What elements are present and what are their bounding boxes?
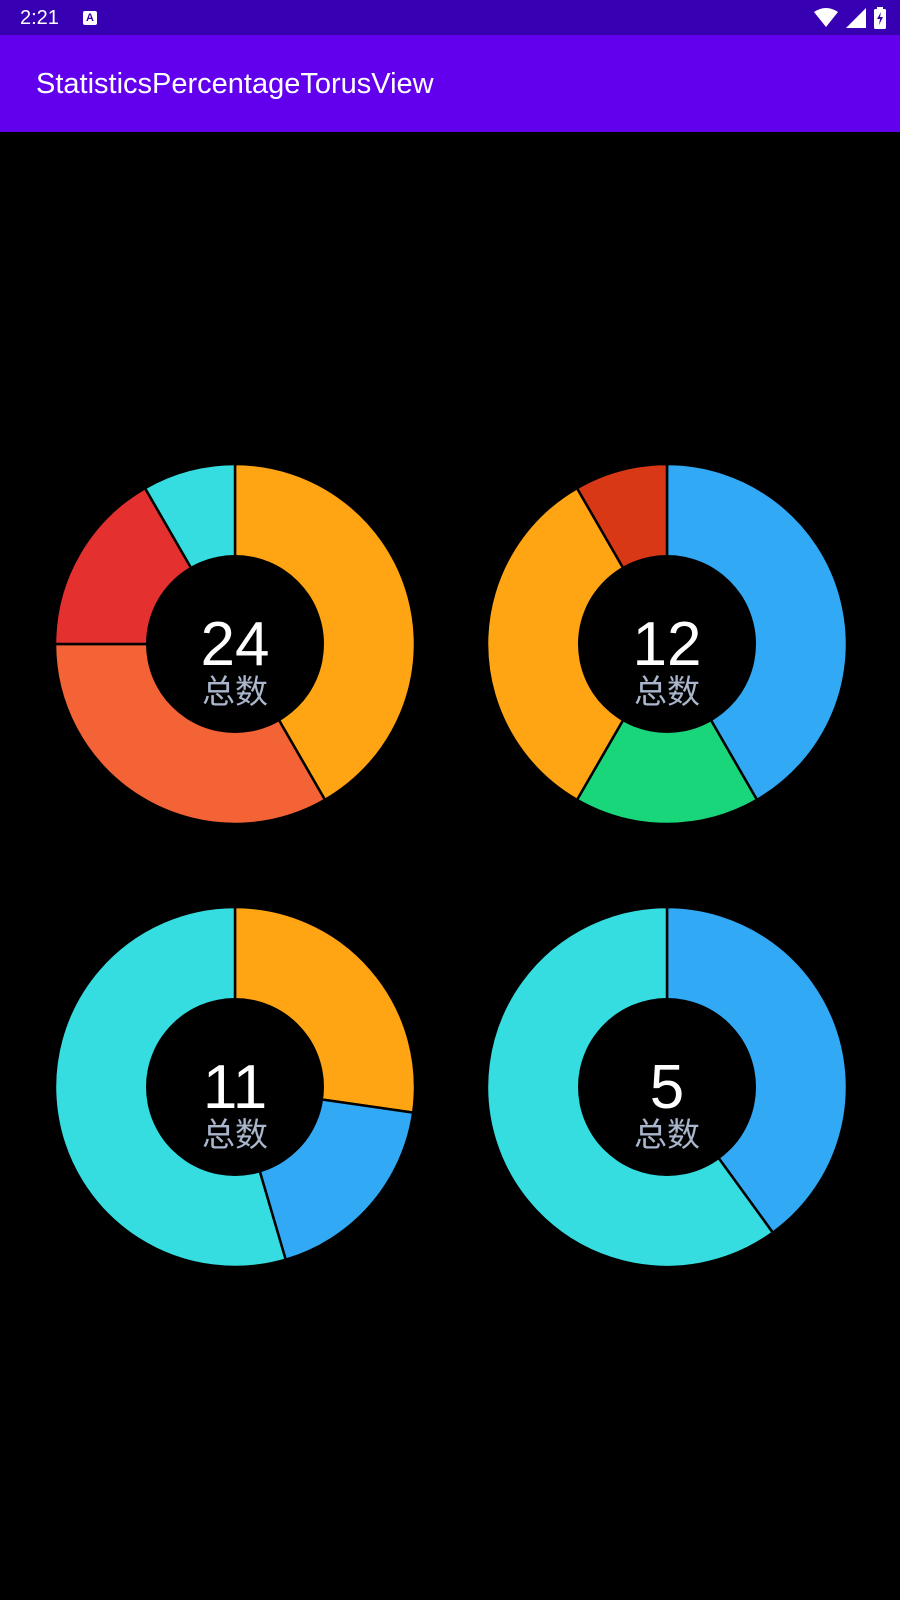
donut-chart: 24 总数 [53,462,417,826]
donut-total: 12 [633,610,702,679]
app-bar: StatisticsPercentageTorusView [0,35,900,132]
donut-slice-1 [575,642,759,826]
donut-hole [578,555,756,733]
status-icons [814,7,886,29]
donut-center-label: 总数 [202,672,268,711]
wifi-icon [814,8,838,27]
donut-slice-2 [485,486,669,802]
chart-area: 24 总数 12 总数 11 总数 5 总数 [0,132,900,1600]
donut-center-label: 总数 [634,672,700,711]
donut-hole [146,555,324,733]
donut-hole [146,998,324,1176]
donut-total: 24 [201,610,270,679]
donut-chart: 5 总数 [485,905,849,1269]
donut-slice-0 [665,905,849,1234]
a-text-icon: A [83,11,97,25]
status-bar: 2:21 A [0,0,900,35]
donut-chart: 12 总数 [485,462,849,826]
donut-total: 11 [203,1053,267,1122]
app-title: StatisticsPercentageTorusView [36,68,434,100]
signal-icon [846,8,866,28]
donut-center-label: 总数 [634,1115,700,1154]
battery-icon [874,7,886,29]
donut-center-label: 总数 [202,1115,268,1154]
donut-hole [578,998,756,1176]
donut-total: 5 [650,1053,684,1122]
donut-chart: 11 总数 [53,905,417,1269]
status-time: 2:21 [20,7,59,29]
